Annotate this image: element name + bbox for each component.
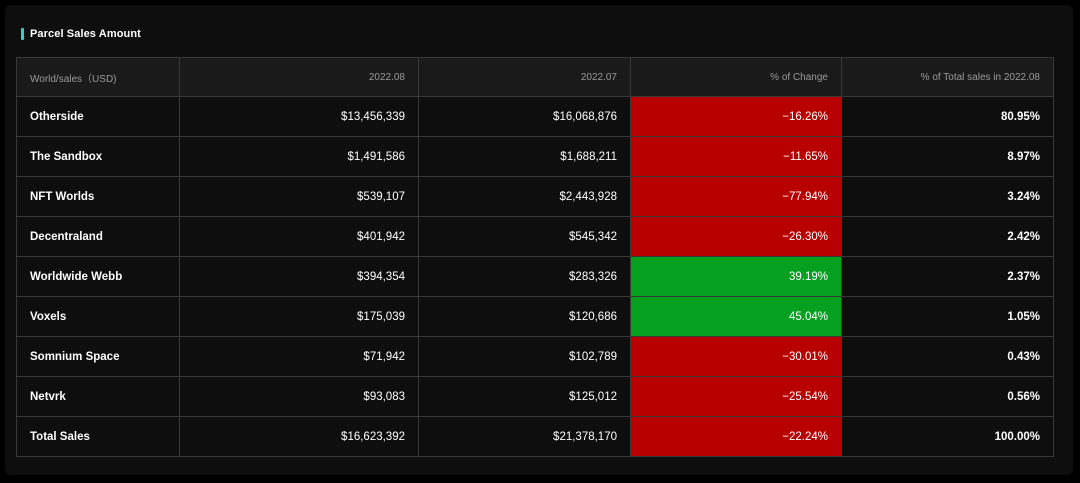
sales-2022-07-cell: $120,686: [418, 296, 631, 337]
change-percent-cell: −77.94%: [630, 176, 842, 217]
table-row: NFT Worlds $539,107 $2,443,928 −77.94% 3.24%: [16, 176, 1054, 217]
change-percent-cell: −22.24%: [630, 416, 842, 457]
change-percent-cell: −30.01%: [630, 336, 842, 377]
world-name-cell: Worldwide Webb: [16, 256, 180, 297]
column-header-2022-07[interactable]: 2022.07: [418, 57, 631, 97]
table-row: Voxels $175,039 $120,686 45.04% 1.05%: [16, 296, 1054, 337]
sales-2022-07-cell: $2,443,928: [418, 176, 631, 217]
change-percent-cell: −11.65%: [630, 136, 842, 177]
change-percent-cell: −25.54%: [630, 376, 842, 417]
title-accent-bar: [21, 28, 24, 40]
panel-header: Parcel Sales Amount: [21, 27, 141, 41]
sales-2022-07-cell: $16,068,876: [418, 96, 631, 137]
total-share-cell: 1.05%: [841, 296, 1054, 337]
world-name-cell: Somnium Space: [16, 336, 180, 377]
change-percent-cell: −26.30%: [630, 216, 842, 257]
total-share-cell: 0.43%: [841, 336, 1054, 377]
sales-2022-08-cell: $394,354: [179, 256, 419, 297]
column-header-2022-08[interactable]: 2022.08: [179, 57, 419, 97]
parcel-sales-table: World/sales（USD) 2022.08 2022.07 % of Ch…: [16, 57, 1054, 457]
sales-2022-08-cell: $71,942: [179, 336, 419, 377]
table-row: The Sandbox $1,491,586 $1,688,211 −11.65% 8.…: [16, 136, 1054, 177]
total-share-cell: 2.37%: [841, 256, 1054, 297]
change-percent-cell: 39.19%: [630, 256, 842, 297]
table-row: Netvrk $93,083 $125,012 −25.54% 0.56%: [16, 376, 1054, 417]
column-header-change[interactable]: % of Change: [630, 57, 842, 97]
total-share-cell: 3.24%: [841, 176, 1054, 217]
world-name-cell: NFT Worlds: [16, 176, 180, 217]
total-share-cell: 2.42%: [841, 216, 1054, 257]
sales-2022-08-cell: $16,623,392: [179, 416, 419, 457]
column-header-world[interactable]: World/sales（USD): [16, 57, 180, 97]
column-header-total-share[interactable]: % of Total sales in 2022.08: [841, 57, 1054, 97]
sales-2022-08-cell: $1,491,586: [179, 136, 419, 177]
table-header-row: World/sales（USD) 2022.08 2022.07 % of Ch…: [16, 57, 1054, 97]
total-share-cell: 0.56%: [841, 376, 1054, 417]
sales-2022-07-cell: $545,342: [418, 216, 631, 257]
sales-2022-07-cell: $102,789: [418, 336, 631, 377]
table-row: Otherside $13,456,339 $16,068,876 −16.26% 80…: [16, 96, 1054, 137]
sales-2022-07-cell: $1,688,211: [418, 136, 631, 177]
total-share-cell: 100.00%: [841, 416, 1054, 457]
table-row: Decentraland $401,942 $545,342 −26.30% 2.42%: [16, 216, 1054, 257]
world-name-cell: Netvrk: [16, 376, 180, 417]
world-name-cell: Decentraland: [16, 216, 180, 257]
change-percent-cell: −16.26%: [630, 96, 842, 137]
total-share-cell: 8.97%: [841, 136, 1054, 177]
change-percent-cell: 45.04%: [630, 296, 842, 337]
world-name-cell: Total Sales: [16, 416, 180, 457]
table-row: Somnium Space $71,942 $102,789 −30.01% 0.43%: [16, 336, 1054, 377]
world-name-cell: The Sandbox: [16, 136, 180, 177]
sales-2022-08-cell: $401,942: [179, 216, 419, 257]
table-row: Total Sales $16,623,392 $21,378,170 −22.24%…: [16, 416, 1054, 457]
panel-title: Parcel Sales Amount: [30, 28, 141, 40]
sales-2022-07-cell: $283,326: [418, 256, 631, 297]
table-row: Worldwide Webb $394,354 $283,326 39.19% 2.37…: [16, 256, 1054, 297]
world-name-cell: Voxels: [16, 296, 180, 337]
sales-2022-08-cell: $175,039: [179, 296, 419, 337]
total-share-cell: 80.95%: [841, 96, 1054, 137]
sales-2022-08-cell: $93,083: [179, 376, 419, 417]
sales-2022-08-cell: $13,456,339: [179, 96, 419, 137]
table-body: Otherside $13,456,339 $16,068,876 −16.26% 80…: [16, 96, 1054, 457]
sales-2022-08-cell: $539,107: [179, 176, 419, 217]
sales-2022-07-cell: $125,012: [418, 376, 631, 417]
world-name-cell: Otherside: [16, 96, 180, 137]
sales-2022-07-cell: $21,378,170: [418, 416, 631, 457]
